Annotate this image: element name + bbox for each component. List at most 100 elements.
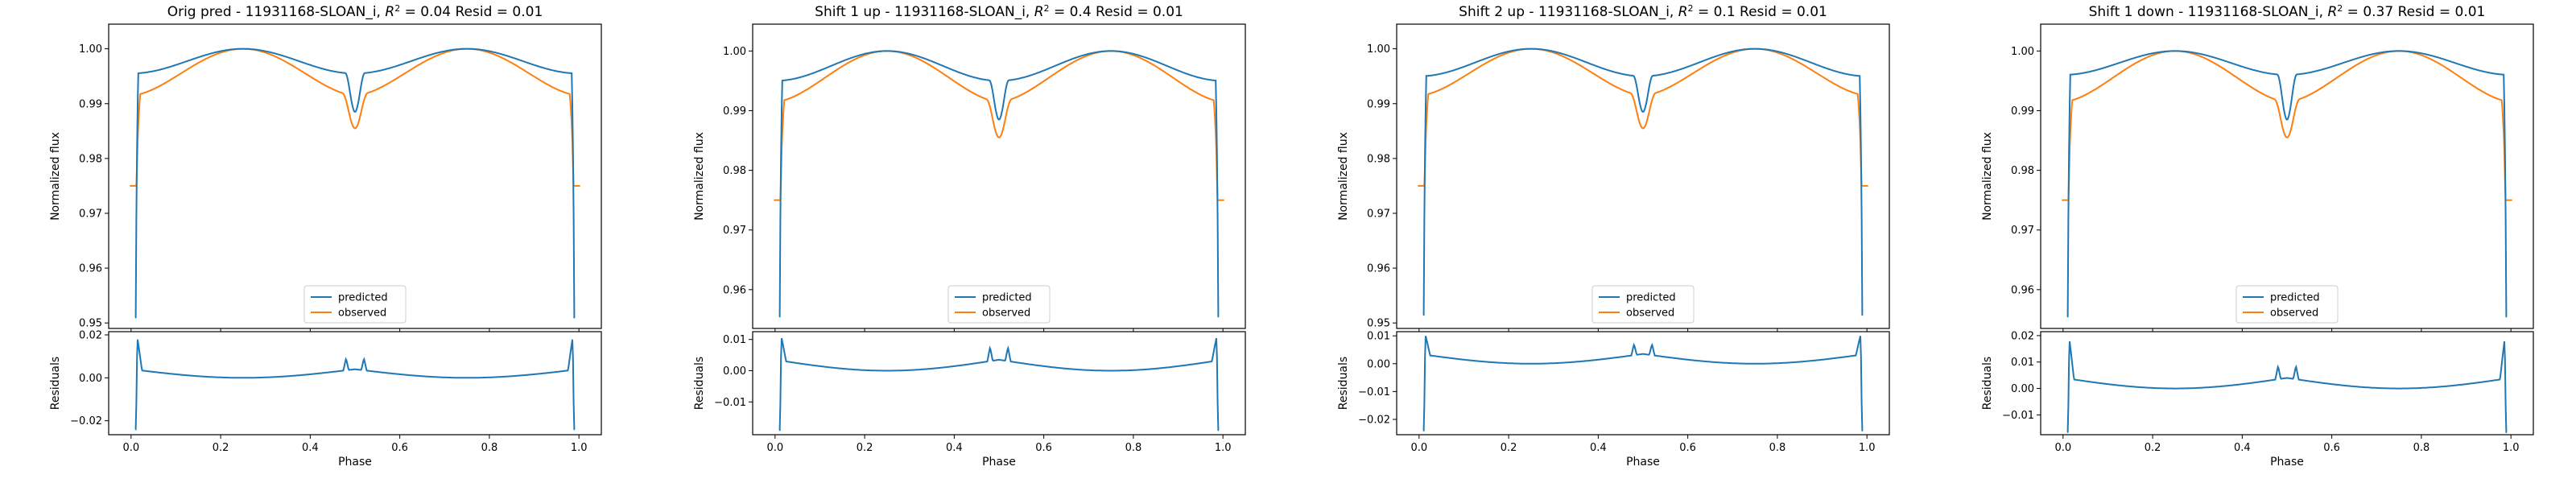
flux-ytick-label: 0.95 bbox=[79, 318, 102, 330]
flux-ytick-label: 0.98 bbox=[79, 153, 102, 165]
predicted-series-line bbox=[778, 50, 1220, 318]
flux-ytick-label: 0.97 bbox=[1367, 208, 1390, 220]
residuals-xtick-label: 0.2 bbox=[2145, 442, 2161, 454]
residuals-xtick-label: 0.4 bbox=[302, 442, 319, 454]
flux-ytick-label: 0.97 bbox=[79, 208, 102, 220]
residuals-xtick-label: 0.4 bbox=[1590, 442, 1607, 454]
chart-title-r2-symbol: R bbox=[2327, 4, 2337, 20]
residuals-axes-frame bbox=[108, 331, 602, 436]
residuals-xtick-label: 0.6 bbox=[2323, 442, 2340, 454]
residuals-xlabel: Phase bbox=[982, 456, 1016, 469]
residuals-axes-frame bbox=[2040, 331, 2534, 436]
residuals-xtick-label: 0.4 bbox=[2234, 442, 2251, 454]
chart-title-r2-exponent: 2 bbox=[2337, 3, 2343, 14]
flux-ytick-label: 0.95 bbox=[1367, 318, 1390, 330]
residuals-xtick-label: 0.0 bbox=[766, 442, 783, 454]
flux-ylabel: Normalized flux bbox=[1337, 132, 1350, 221]
residual-series-line bbox=[2066, 341, 2508, 433]
flux-ytick-label: 0.99 bbox=[2011, 105, 2034, 118]
flux-ylabel: Normalized flux bbox=[1981, 132, 1994, 221]
flux-axes-frame bbox=[108, 23, 602, 329]
chart-title-prefix: Orig pred - 11931168-SLOAN_i, bbox=[167, 4, 386, 20]
residuals-ytick-label: 0.00 bbox=[723, 365, 746, 378]
residuals-xtick-label: 0.0 bbox=[1410, 442, 1427, 454]
flux-ytick-label: 1.00 bbox=[79, 43, 102, 56]
legend: predicted observed bbox=[303, 285, 407, 324]
residuals-xtick-label: 0.4 bbox=[946, 442, 963, 454]
legend-box bbox=[1591, 285, 1695, 324]
flux-axes-frame bbox=[752, 23, 1246, 329]
legend-label-observed: observed bbox=[982, 308, 1030, 320]
chart-title: Shift 1 down - 11931168-SLOAN_i, R2 = 0.… bbox=[2089, 3, 2486, 20]
legend-label-predicted: predicted bbox=[2270, 292, 2320, 304]
residuals-ytick-label: 0.02 bbox=[79, 330, 102, 342]
observed-series-line bbox=[1418, 47, 1868, 187]
residuals-xtick-label: 0.6 bbox=[391, 442, 408, 454]
predicted-series-line bbox=[1422, 47, 1864, 316]
flux-ytick-label: 0.98 bbox=[1367, 153, 1390, 165]
residuals-xtick-label: 0.6 bbox=[1035, 442, 1052, 454]
legend: predicted observed bbox=[2235, 285, 2339, 324]
flux-ytick-label: 0.99 bbox=[1367, 98, 1390, 110]
flux-ytick-label: 0.99 bbox=[723, 105, 746, 118]
legend-box bbox=[947, 285, 1051, 324]
residuals-xtick-label: 1.0 bbox=[571, 442, 588, 454]
residuals-ylabel: Residuals bbox=[693, 357, 706, 410]
residuals-xtick-label: 1.0 bbox=[1859, 442, 1876, 454]
chart-title-suffix: = 0.1 Resid = 0.01 bbox=[1694, 4, 1827, 20]
flux-ytick-label: 0.96 bbox=[1367, 263, 1390, 275]
chart-title-r2-symbol: R bbox=[1678, 4, 1688, 20]
chart-title-prefix: Shift 1 up - 11931168-SLOAN_i, bbox=[815, 4, 1034, 20]
residuals-xtick-label: 0.2 bbox=[213, 442, 229, 454]
residuals-ytick-label: −0.01 bbox=[1358, 386, 1390, 398]
chart-title-r2-exponent: 2 bbox=[394, 3, 400, 14]
residuals-ytick-label: −0.02 bbox=[70, 415, 102, 427]
chart-panel-4: Shift 1 down - 11931168-SLOAN_i, R2 = 0.… bbox=[1981, 3, 2534, 469]
legend-label-predicted: predicted bbox=[338, 292, 388, 304]
legend-box bbox=[2235, 285, 2339, 324]
residuals-axes-frame bbox=[1396, 331, 1890, 436]
residuals-xlabel: Phase bbox=[338, 456, 372, 469]
legend-label-observed: observed bbox=[2270, 308, 2318, 320]
residuals-ytick-label: −0.01 bbox=[714, 397, 746, 409]
legend-label-predicted: predicted bbox=[982, 292, 1032, 304]
flux-ytick-label: 0.96 bbox=[2011, 284, 2034, 296]
chart-title-r2-symbol: R bbox=[385, 4, 394, 20]
residuals-xtick-label: 1.0 bbox=[1215, 442, 1232, 454]
chart-title-suffix: = 0.04 Resid = 0.01 bbox=[400, 4, 543, 20]
residuals-ytick-label: 0.01 bbox=[2011, 357, 2034, 369]
flux-ytick-label: 1.00 bbox=[723, 46, 746, 58]
chart-panel-3: Shift 2 up - 11931168-SLOAN_i, R2 = 0.1 … bbox=[1337, 3, 1890, 469]
residuals-ytick-label: 0.00 bbox=[2011, 383, 2034, 395]
residuals-axes-frame bbox=[752, 331, 1246, 436]
residuals-ylabel: Residuals bbox=[1981, 357, 1994, 410]
predicted-series-line bbox=[134, 47, 576, 319]
legend: predicted observed bbox=[1591, 285, 1695, 324]
residuals-xtick-label: 0.0 bbox=[122, 442, 139, 454]
residuals-xtick-label: 0.8 bbox=[1769, 442, 1786, 454]
flux-axes-frame bbox=[1396, 23, 1890, 329]
residuals-xtick-label: 0.0 bbox=[2054, 442, 2071, 454]
predicted-series-line bbox=[2066, 50, 2508, 318]
chart-title-suffix: = 0.37 Resid = 0.01 bbox=[2343, 4, 2485, 20]
residuals-ytick-label: −0.01 bbox=[2002, 410, 2034, 422]
residuals-ytick-label: −0.02 bbox=[1358, 414, 1390, 426]
legend-label-observed: observed bbox=[1626, 308, 1674, 320]
residuals-ylabel: Residuals bbox=[49, 357, 62, 410]
flux-ytick-label: 1.00 bbox=[2011, 46, 2034, 58]
residuals-ytick-label: 0.01 bbox=[1367, 331, 1390, 343]
chart-title: Orig pred - 11931168-SLOAN_i, R2 = 0.04 … bbox=[167, 3, 543, 20]
chart-title: Shift 2 up - 11931168-SLOAN_i, R2 = 0.1 … bbox=[1459, 3, 1827, 20]
residual-series-line bbox=[778, 337, 1220, 431]
residuals-xtick-label: 0.8 bbox=[481, 442, 498, 454]
residuals-ytick-label: 0.00 bbox=[79, 373, 102, 385]
flux-ytick-label: 0.97 bbox=[723, 225, 746, 237]
observed-series-line bbox=[130, 47, 580, 187]
flux-ylabel: Normalized flux bbox=[49, 132, 62, 221]
legend: predicted observed bbox=[947, 285, 1051, 324]
residuals-ytick-label: 0.01 bbox=[723, 334, 746, 346]
residuals-xtick-label: 0.8 bbox=[1125, 442, 1142, 454]
chart-panel-1: Orig pred - 11931168-SLOAN_i, R2 = 0.04 … bbox=[49, 3, 602, 469]
residuals-xtick-label: 0.2 bbox=[857, 442, 873, 454]
